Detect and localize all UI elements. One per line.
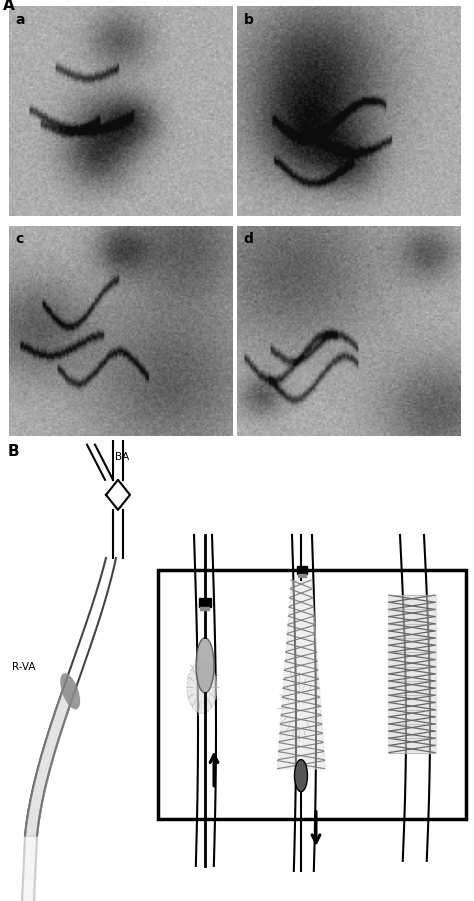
Text: BA: BA [115,451,129,461]
Text: d: d [244,232,254,247]
Bar [200,607,209,610]
Ellipse shape [60,673,80,709]
Bar [297,566,307,574]
Bar [158,570,466,819]
Text: A: A [3,0,15,13]
Text: a: a [15,13,25,27]
Bar [298,574,306,577]
Text: c: c [15,232,24,247]
Text: b: b [244,13,254,27]
Text: R-VA: R-VA [12,662,36,672]
Ellipse shape [294,760,308,792]
Bar [199,598,211,607]
Text: B: B [8,443,19,459]
Ellipse shape [187,661,217,714]
Ellipse shape [196,638,214,693]
